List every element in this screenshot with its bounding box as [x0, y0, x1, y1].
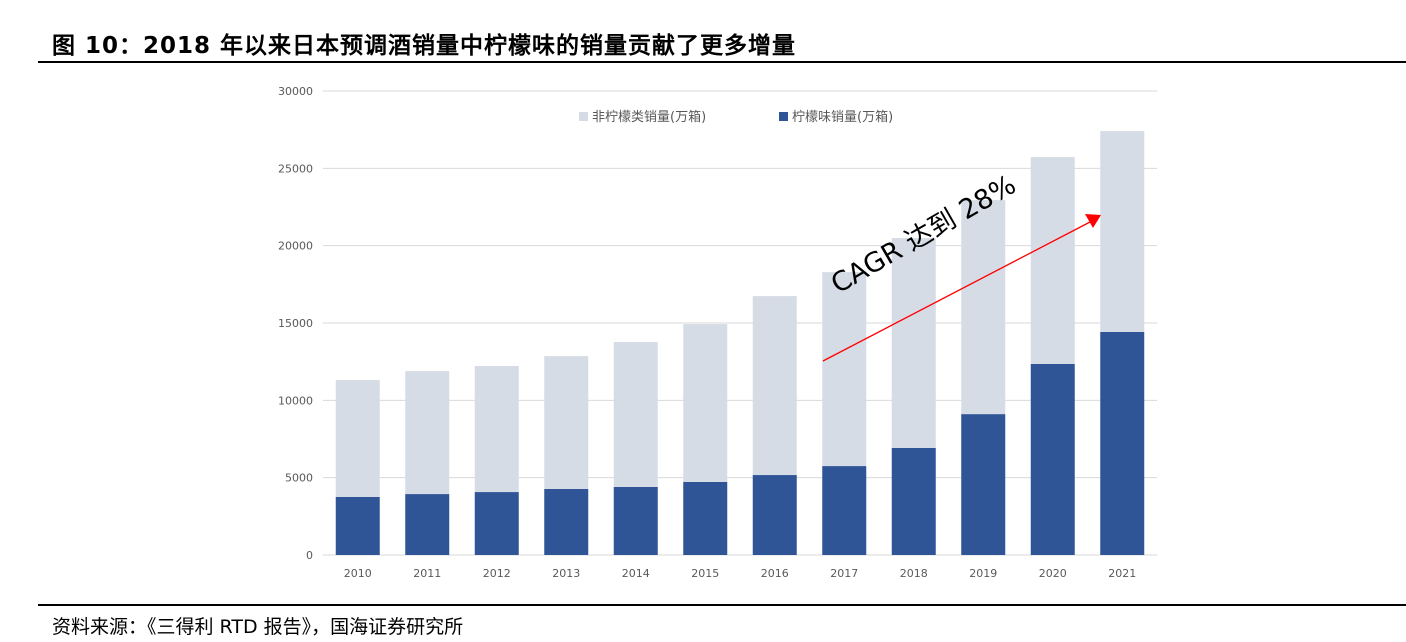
bar-segment [891, 238, 936, 448]
bar-segment [752, 475, 797, 555]
x-tick-label: 2016 [761, 567, 789, 580]
y-tick-label: 15000 [278, 317, 313, 330]
title-divider [38, 61, 1406, 63]
bar-segment [335, 497, 380, 555]
y-tick-label: 10000 [278, 394, 313, 407]
bar-segment [1030, 157, 1075, 364]
trend-arrow [822, 221, 1091, 362]
bar-segment [335, 380, 380, 497]
footer-divider [38, 604, 1406, 606]
bar-segment [613, 486, 658, 555]
x-tick-label: 2021 [1108, 567, 1136, 580]
bar-segment [822, 272, 867, 467]
source-note: 资料来源：《三得利 RTD 报告》，国海证券研究所 [52, 616, 464, 638]
bar-segment [544, 488, 589, 555]
bar-segment [405, 371, 450, 495]
bar-segment [544, 356, 589, 489]
x-tick-label: 2018 [900, 567, 928, 580]
stacked-bar-chart: 0 5000 10000 15000 20000 25000 30000 2010 2011 20… [278, 85, 1157, 580]
x-tick-label: 2020 [1039, 567, 1067, 580]
x-tick-label: 2019 [969, 567, 997, 580]
bar-segment [891, 447, 936, 555]
x-tick-label: 2017 [830, 567, 858, 580]
bar-segment [474, 492, 519, 555]
legend-label: 非柠檬类销量(万箱) [592, 109, 706, 125]
figure-title: 图 10：2018 年以来日本预调酒销量中柠檬味的销量贡献了更多增量 [52, 33, 797, 59]
bar-segment [1100, 131, 1145, 332]
bar-segment [961, 200, 1006, 415]
bar-segment [683, 324, 728, 482]
bar-segment [752, 296, 797, 476]
x-tick-label: 2013 [552, 567, 580, 580]
x-tick-label: 2012 [483, 567, 511, 580]
x-tick-label: 2014 [622, 567, 650, 580]
x-tick-label: 2011 [413, 567, 441, 580]
arrow-head [1085, 214, 1101, 228]
y-tick-label: 5000 [285, 472, 313, 485]
x-tick-label: 2010 [344, 567, 372, 580]
y-tick-label: 0 [306, 549, 313, 562]
bar-segment [474, 365, 519, 493]
bar-segment [961, 414, 1006, 555]
legend-swatch [579, 112, 588, 121]
legend-label: 柠檬味销量(万箱) [792, 109, 893, 125]
bar-segment [405, 494, 450, 555]
bar-segment [613, 342, 658, 487]
legend-swatch [779, 112, 788, 121]
bar-segment [1030, 363, 1075, 555]
bar-segment [683, 481, 728, 555]
x-tick-label: 2015 [691, 567, 719, 580]
y-tick-label: 30000 [278, 85, 313, 98]
bar-segment [822, 466, 867, 555]
y-tick-label: 25000 [278, 162, 313, 175]
y-tick-label: 20000 [278, 240, 313, 253]
bar-segment [1100, 331, 1145, 555]
